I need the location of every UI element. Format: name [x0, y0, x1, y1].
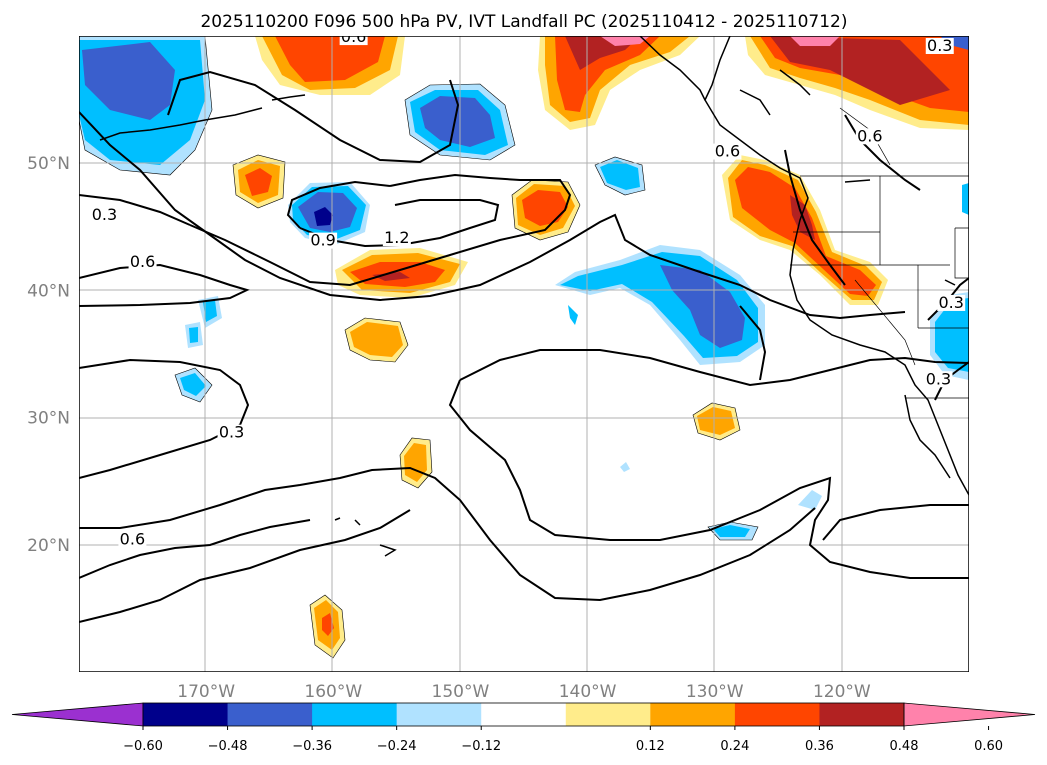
colorbar-segment: [143, 703, 229, 726]
colorbar-tick-label: −0.12: [461, 739, 501, 754]
contour-label-background: [382, 230, 411, 247]
contour-label: 0.3: [927, 36, 952, 55]
contour-label-background: [128, 254, 157, 271]
colorbar-extend-low: [11, 702, 144, 727]
longitude-label: 170°W: [177, 682, 235, 702]
longitude-label: 150°W: [432, 682, 490, 702]
colorbar-tick-label: 0.24: [720, 739, 749, 754]
colorbar-tick-label: 0.60: [974, 739, 1003, 754]
colorbar-tick-label: 0.48: [890, 739, 919, 754]
gridlines: [79, 36, 969, 672]
latitude-label: 50°N: [27, 154, 70, 174]
map-area: 0.6 0.3 0.6 0.6 0.3 0.9 1.2 0.6 0.3 0.3 0.3 0.6: [79, 27, 969, 672]
contour-label: 1.2: [384, 228, 409, 247]
contour-label: 0.6: [130, 252, 155, 271]
contour-label: 0.3: [938, 293, 963, 312]
negative-anomaly-137w: [595, 157, 645, 195]
colorbar-segment: [396, 703, 482, 726]
latitude-label: 40°N: [27, 281, 70, 301]
longitude-label: 140°W: [559, 682, 617, 702]
contour-label-background: [925, 37, 954, 54]
contour-label: 0.3: [926, 369, 951, 388]
contour-label-background: [90, 207, 119, 224]
colorbar-segment: [227, 703, 313, 726]
contour-label-background: [339, 36, 368, 46]
colorbar-segment: [565, 703, 651, 726]
longitude-label: 120°W: [813, 682, 871, 702]
negative-anomaly-160w: [288, 182, 370, 245]
contour-label-background: [713, 143, 742, 160]
pv-shading: [79, 36, 969, 658]
colorbar-tick-label: 0.36: [805, 739, 834, 754]
contour-label: 0.6: [715, 142, 740, 161]
contour-label: 0.3: [92, 205, 117, 224]
contour-label-background: [118, 531, 147, 548]
positive-anomaly-144w: [512, 180, 580, 240]
colorbar-tick-label: −0.36: [292, 739, 332, 754]
colorbar-segment: [650, 703, 736, 726]
latitude-label: 20°N: [27, 536, 70, 556]
pv-contours: [79, 70, 969, 623]
colorbar-segment: [312, 703, 398, 726]
colorbar-tick-label: −0.48: [208, 739, 248, 754]
longitude-label: 160°W: [304, 682, 362, 702]
colorbar-segment: [819, 703, 905, 726]
negative-anomaly-115w: [930, 183, 969, 380]
contour-label: 0.3: [219, 423, 244, 442]
coastlines: [99, 36, 969, 557]
positive-anomaly-small-west: [233, 155, 285, 208]
contour-labels: 0.6 0.3 0.6 0.6 0.3 0.9 1.2 0.6 0.3 0.3 0.3 0.6: [90, 27, 966, 549]
colorbar: −0.60 −0.48 −0.36 −0.24 −0.12 0.12 0.24 0.36 0.4…: [11, 702, 1036, 754]
contour-label-background: [937, 294, 966, 311]
colorbar-frame: [142, 702, 905, 727]
contour-label-background: [855, 128, 884, 145]
contour-label-background: [924, 371, 953, 388]
contour-label-background: [217, 424, 246, 441]
colorbar-tick-label: −0.60: [123, 739, 163, 754]
positive-anomaly-northeast: [745, 36, 969, 130]
colorbar-segment: [734, 703, 820, 726]
contour-label: 0.6: [120, 530, 145, 549]
longitude-labels: 170°W 160°W 150°W 140°W 130°W 120°W: [177, 682, 871, 702]
positive-anomaly-gulf-of-alaska: [255, 36, 405, 95]
political-borders: [790, 107, 969, 399]
contour-label: 0.6: [857, 126, 882, 145]
contour-label: 0.6: [341, 27, 366, 46]
negative-anomaly-130w: [555, 245, 765, 365]
longitude-label: 130°W: [686, 682, 744, 702]
latitude-labels: 50°N 40°N 30°N 20°N: [27, 154, 70, 556]
colorbar-segment: [481, 703, 567, 726]
colorbar-tick-label: −0.24: [377, 739, 417, 754]
latitude-label: 30°N: [27, 409, 70, 429]
contour-label: 0.9: [310, 231, 335, 250]
negative-anomaly-northwest: [79, 36, 212, 175]
positive-anomaly-bc-coast: [538, 36, 700, 130]
contour-label-background: [309, 232, 338, 249]
small-anomaly-blobs: [175, 296, 822, 658]
figure-title: 2025110200 F096 500 hPa PV, IVT Landfall…: [200, 12, 847, 32]
colorbar-extend-high: [903, 702, 1036, 727]
colorbar-tick-label: 0.12: [636, 739, 665, 754]
